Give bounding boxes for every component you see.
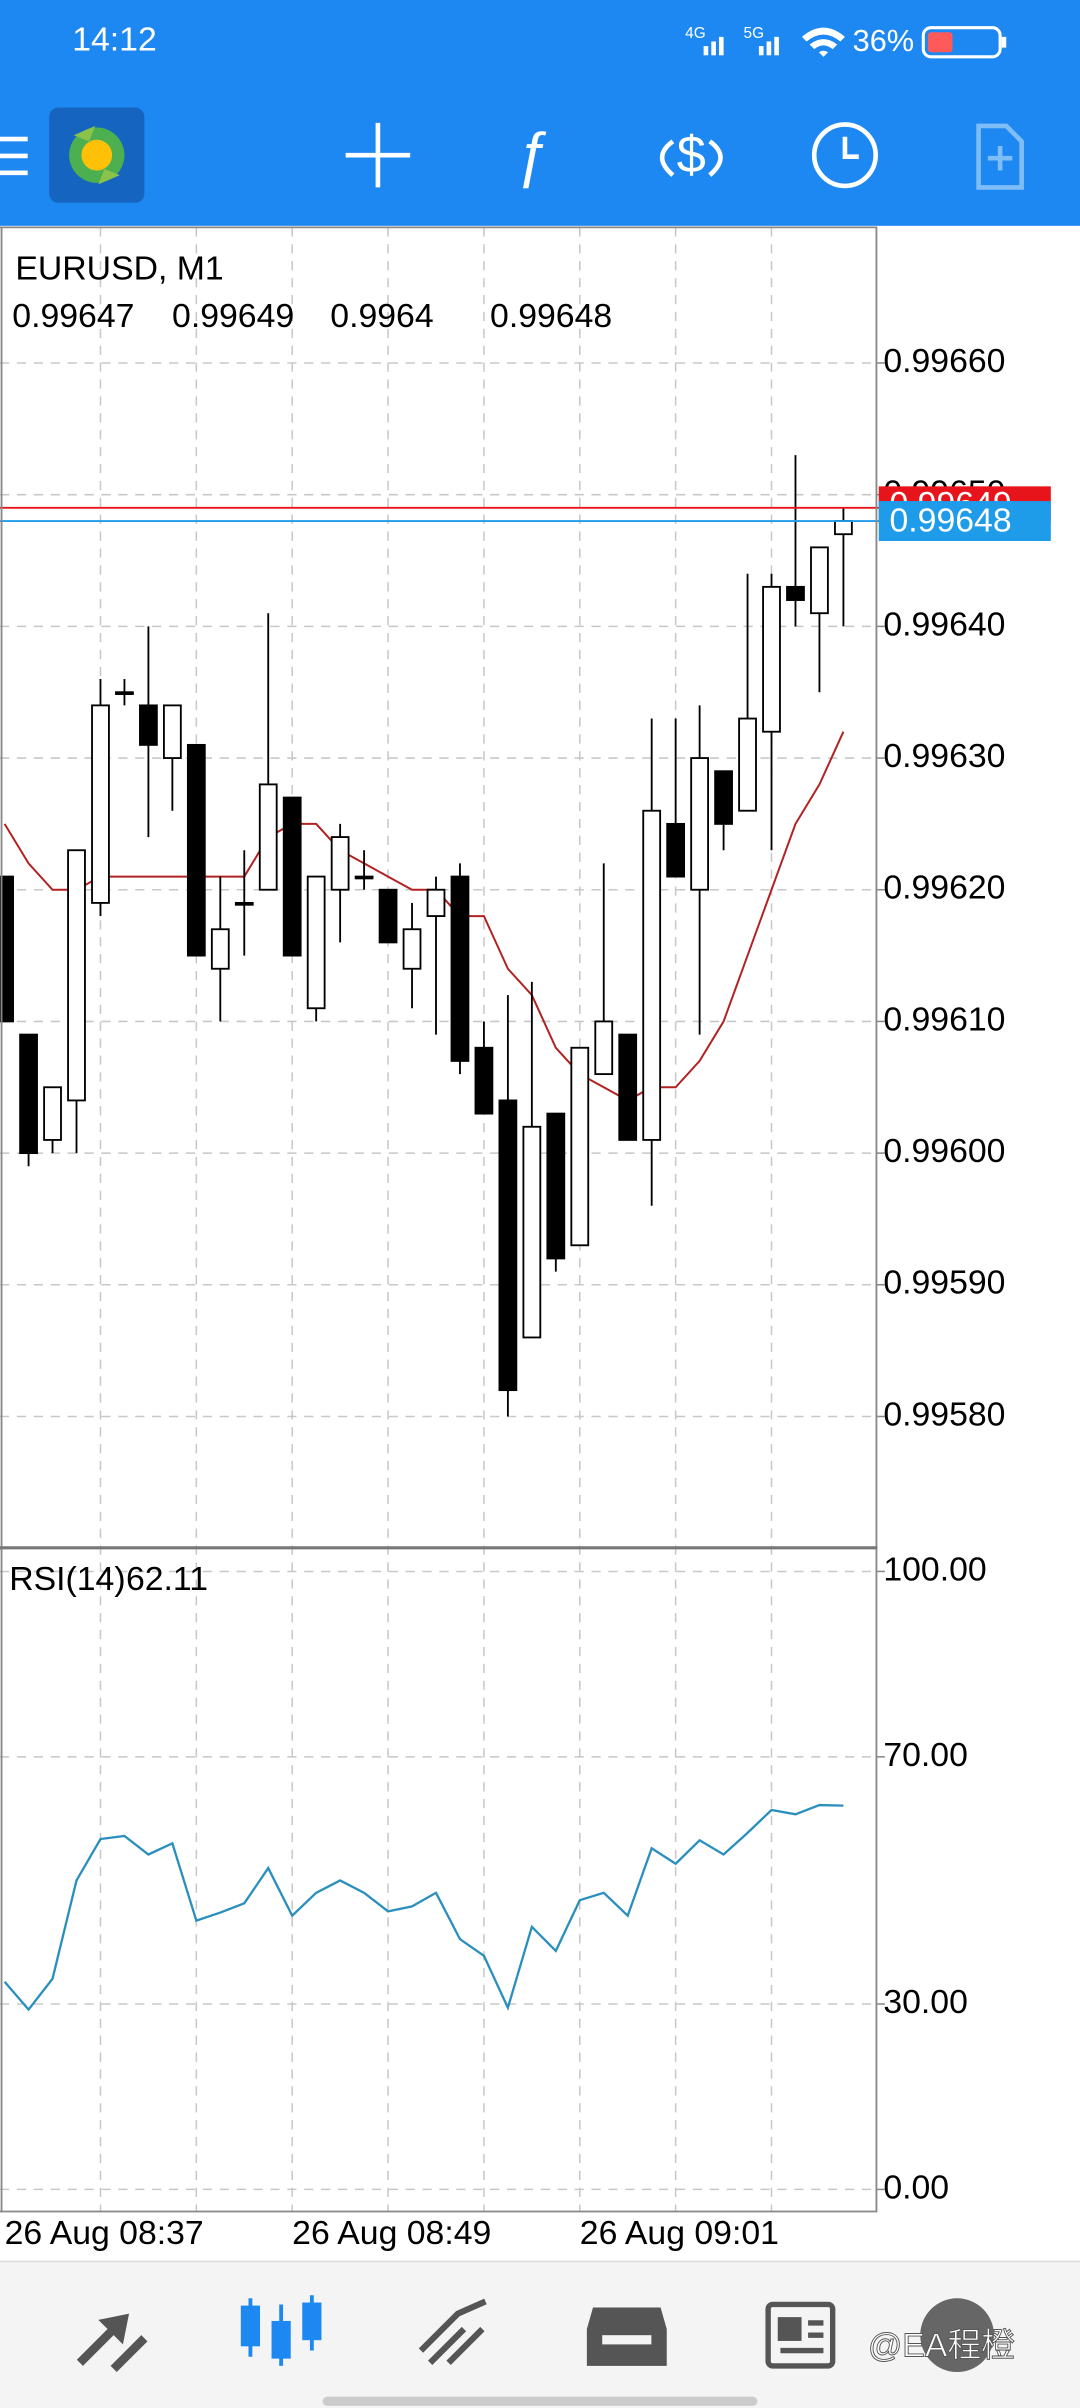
menu-button[interactable]	[0, 136, 28, 176]
rsi-name: RSI(14)	[9, 1560, 125, 1598]
candle-body	[139, 704, 158, 746]
template-button[interactable]	[976, 123, 1024, 190]
candle-body	[714, 770, 733, 825]
candle-body	[810, 546, 829, 615]
y-tick-label: 30.00	[883, 1983, 968, 2021]
candle-body	[666, 822, 686, 878]
candle-body	[522, 1125, 542, 1339]
candle-body	[474, 1046, 494, 1115]
y-tick-label: 0.99580	[883, 1395, 1005, 1433]
candle-body	[354, 875, 374, 880]
x-tick-label: 26 Aug 09:01	[580, 2214, 779, 2252]
chart-area	[0, 227, 878, 2211]
y-tick-label: 0.99610	[883, 1000, 1005, 1038]
nav-settings[interactable]	[920, 2298, 994, 2373]
y-tick-label: 0.99600	[883, 1132, 1005, 1170]
bid-label-bg	[878, 501, 1051, 541]
candle-body	[115, 691, 134, 695]
candle-body	[498, 1099, 518, 1392]
y-tick-label: 0.00	[883, 2168, 949, 2206]
candle-body	[378, 888, 398, 944]
svg-text:$: $	[677, 126, 706, 184]
candle-body	[546, 1112, 566, 1260]
candle-body	[186, 743, 206, 957]
candle-body	[234, 901, 254, 906]
candle-body	[19, 1033, 38, 1155]
signal-icons: 4G 5G	[685, 25, 845, 57]
y-tick-label: 0.99640	[883, 605, 1005, 643]
ohlc-high: 0.99649	[172, 297, 294, 335]
nav-history[interactable]	[586, 2307, 667, 2366]
watermark: @EA程橙	[868, 2326, 1015, 2364]
y-tick-label: 0.99630	[883, 737, 1005, 775]
candle-body	[282, 796, 302, 957]
candle-body	[402, 928, 422, 970]
bottom-nav	[0, 2261, 1080, 2408]
ohlc-open: 0.99647	[12, 297, 134, 335]
app-logo[interactable]	[49, 107, 145, 203]
candle-body	[43, 1086, 62, 1141]
trade-button[interactable]: $	[659, 126, 723, 184]
indicators-button[interactable]: ƒ	[514, 119, 548, 188]
x-tick-label: 26 Aug 08:37	[5, 2214, 204, 2252]
svg-text:5G: 5G	[744, 25, 764, 42]
candle-body	[618, 1033, 638, 1141]
status-time: 14:12	[72, 20, 157, 58]
chart-symbol: EURUSD, M1	[15, 249, 223, 287]
candle-body	[330, 836, 350, 891]
candle-body	[690, 757, 709, 891]
candle-body	[834, 520, 853, 536]
candle-body	[67, 849, 86, 1102]
candle-body	[210, 928, 230, 970]
candle-body	[450, 875, 470, 1062]
candle-body	[570, 1046, 590, 1247]
bid-label: 0.99648	[890, 501, 1012, 539]
candle-body	[258, 783, 278, 891]
candle-body	[762, 585, 781, 733]
x-tick-label: 26 Aug 08:49	[292, 2214, 491, 2252]
svg-text:4G: 4G	[685, 25, 705, 42]
y-tick-label: 100.00	[883, 1550, 986, 1588]
rsi-value: 62.11	[126, 1560, 208, 1598]
y-tick-label: 0.99660	[883, 342, 1005, 380]
candle-body	[91, 704, 110, 904]
moving-average	[3, 731, 845, 1102]
candle-body	[162, 704, 182, 759]
nav-quotes[interactable]	[76, 2313, 148, 2373]
rsi-line	[3, 1803, 844, 2012]
nav-news[interactable]	[765, 2301, 836, 2369]
app-bar	[0, 0, 1080, 226]
y-tick-label: 0.99620	[883, 869, 1005, 907]
candle-body	[594, 1020, 614, 1076]
candle-body	[786, 585, 805, 601]
nav-chart[interactable]	[240, 2295, 322, 2366]
battery-icon	[921, 26, 1007, 59]
home-indicator	[322, 2396, 758, 2406]
y-tick-label: 70.00	[883, 1736, 968, 1774]
nav-trade[interactable]	[418, 2298, 487, 2366]
candle-body	[738, 717, 757, 812]
battery-level: 36%	[853, 23, 914, 58]
ohlc-close: 0.99648	[490, 297, 612, 335]
candle-body	[0, 875, 14, 1023]
candle-body	[306, 875, 326, 1010]
candle-body	[426, 888, 446, 917]
crosshair-button[interactable]	[345, 122, 411, 188]
candle-body	[642, 809, 662, 1141]
period-button[interactable]	[811, 122, 878, 189]
ohlc-low: 0.9964	[330, 297, 433, 335]
y-tick-label: 0.99590	[883, 1264, 1005, 1302]
